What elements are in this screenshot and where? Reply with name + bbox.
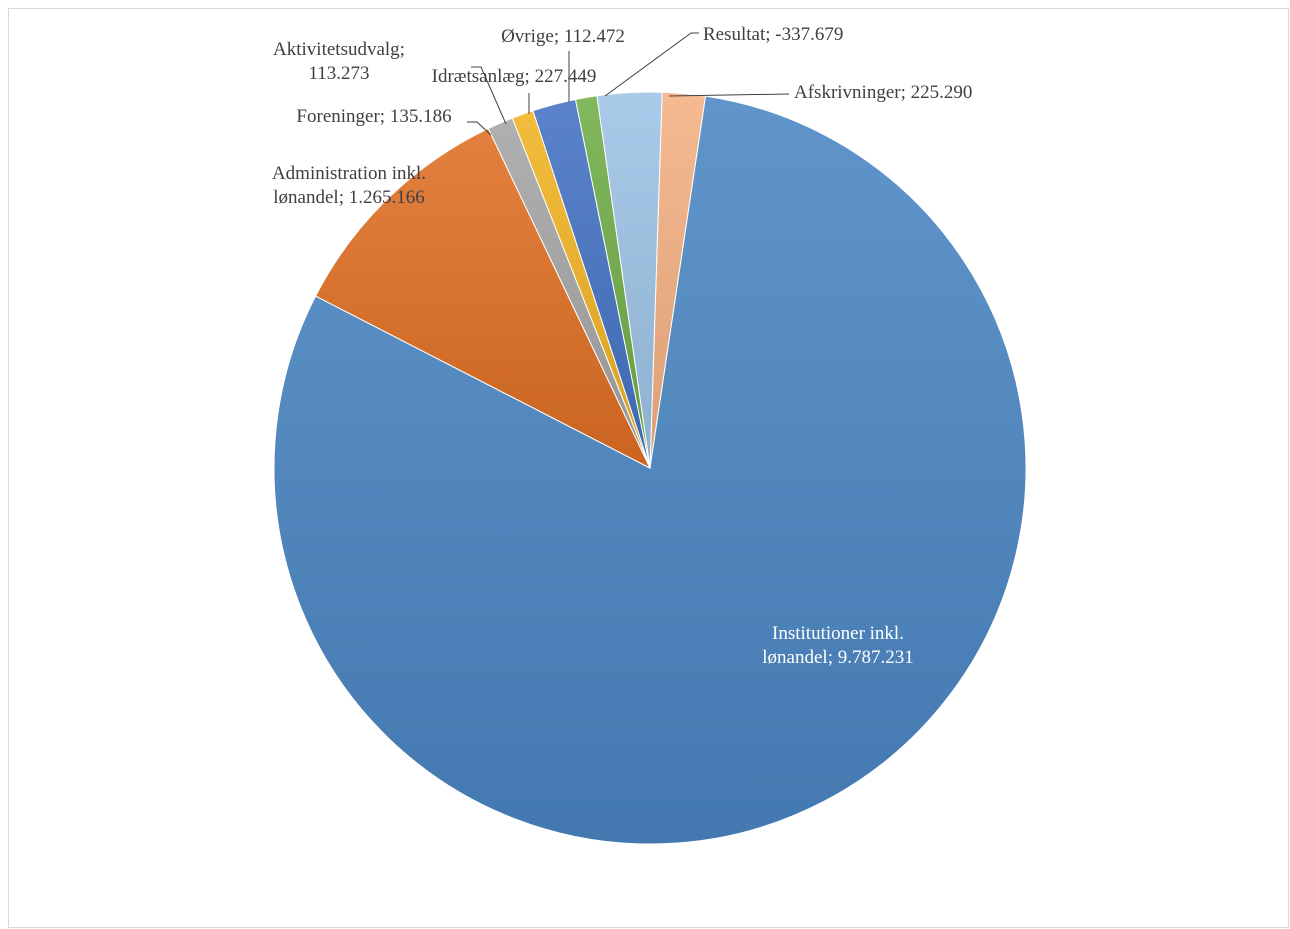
data-label-line: Administration inkl. <box>272 163 426 184</box>
chart-area: Afskrivninger; 225.290 Institutioner inkl… <box>8 8 1289 928</box>
data-label-administration-inkl-lonandel: Administration inkl. lønandel; 1.265.166 <box>272 163 426 208</box>
data-label-institutioner-inkl-lonandel: Institutioner inkl. lønandel; 9.787.231 <box>762 623 913 668</box>
pie-chart: Afskrivninger; 225.290 Institutioner inkl… <box>272 24 1027 845</box>
data-label-line: Resultat; -337.679 <box>703 24 843 45</box>
data-label-foreninger: Foreninger; 135.186 <box>296 106 451 127</box>
data-label-line: Foreninger; 135.186 <box>296 106 451 127</box>
slice-administration-inkl-lonandel <box>314 127 652 470</box>
leader-line-foreninger <box>467 121 492 136</box>
data-label-line: lønandel; 1.265.166 <box>273 187 424 208</box>
leader-line-resultat <box>604 32 699 97</box>
data-label-line: Idrætsanlæg; 227.449 <box>432 66 597 87</box>
data-label-idraetsanlaeg: Idrætsanlæg; 227.449 <box>432 66 597 87</box>
data-label-line: Øvrige; 112.472 <box>501 26 625 47</box>
data-label-line: Afskrivninger; 225.290 <box>794 82 972 103</box>
slice-resultat <box>596 91 663 469</box>
data-label-aktivitetsudvalg: Aktivitetsudvalg; 113.273 <box>273 39 405 84</box>
data-label-resultat: Resultat; -337.679 <box>703 24 843 45</box>
leader-line-aktivitetsudvalg <box>471 66 507 125</box>
slice-institutioner-inkl-lonandel <box>273 95 1027 845</box>
data-label-line: Institutioner inkl. <box>772 623 904 644</box>
data-label-line: lønandel; 9.787.231 <box>762 647 913 668</box>
data-label-afskrivninger: Afskrivninger; 225.290 <box>794 82 972 103</box>
data-label-ovrige: Øvrige; 112.472 <box>501 26 625 47</box>
leader-line-afskrivninger <box>668 93 790 97</box>
data-label-line: 113.273 <box>308 63 369 84</box>
data-label-line: Aktivitetsudvalg; <box>273 39 405 60</box>
